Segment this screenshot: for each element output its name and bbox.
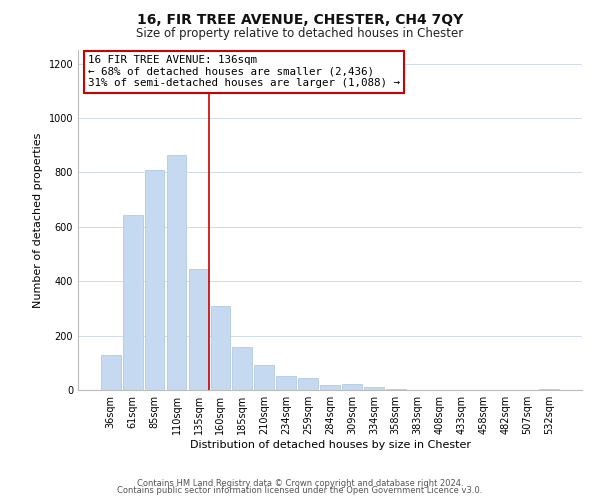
Bar xyxy=(101,354,121,390)
Bar xyxy=(298,378,318,390)
Bar xyxy=(145,170,164,390)
Bar xyxy=(320,385,340,390)
Text: 16, FIR TREE AVENUE, CHESTER, CH4 7QY: 16, FIR TREE AVENUE, CHESTER, CH4 7QY xyxy=(137,12,463,26)
Bar xyxy=(123,214,143,390)
Bar xyxy=(342,384,362,390)
Bar xyxy=(276,376,296,390)
Text: Contains public sector information licensed under the Open Government Licence v3: Contains public sector information licen… xyxy=(118,486,482,495)
Bar xyxy=(386,388,406,390)
X-axis label: Distribution of detached houses by size in Chester: Distribution of detached houses by size … xyxy=(190,440,470,450)
Bar xyxy=(232,347,252,390)
Bar xyxy=(167,154,187,390)
Bar xyxy=(364,388,384,390)
Bar xyxy=(539,388,559,390)
Y-axis label: Number of detached properties: Number of detached properties xyxy=(33,132,43,308)
Text: 16 FIR TREE AVENUE: 136sqm
← 68% of detached houses are smaller (2,436)
31% of s: 16 FIR TREE AVENUE: 136sqm ← 68% of deta… xyxy=(88,55,400,88)
Text: Contains HM Land Registry data © Crown copyright and database right 2024.: Contains HM Land Registry data © Crown c… xyxy=(137,478,463,488)
Bar xyxy=(188,269,208,390)
Bar xyxy=(211,306,230,390)
Bar xyxy=(254,365,274,390)
Text: Size of property relative to detached houses in Chester: Size of property relative to detached ho… xyxy=(136,28,464,40)
